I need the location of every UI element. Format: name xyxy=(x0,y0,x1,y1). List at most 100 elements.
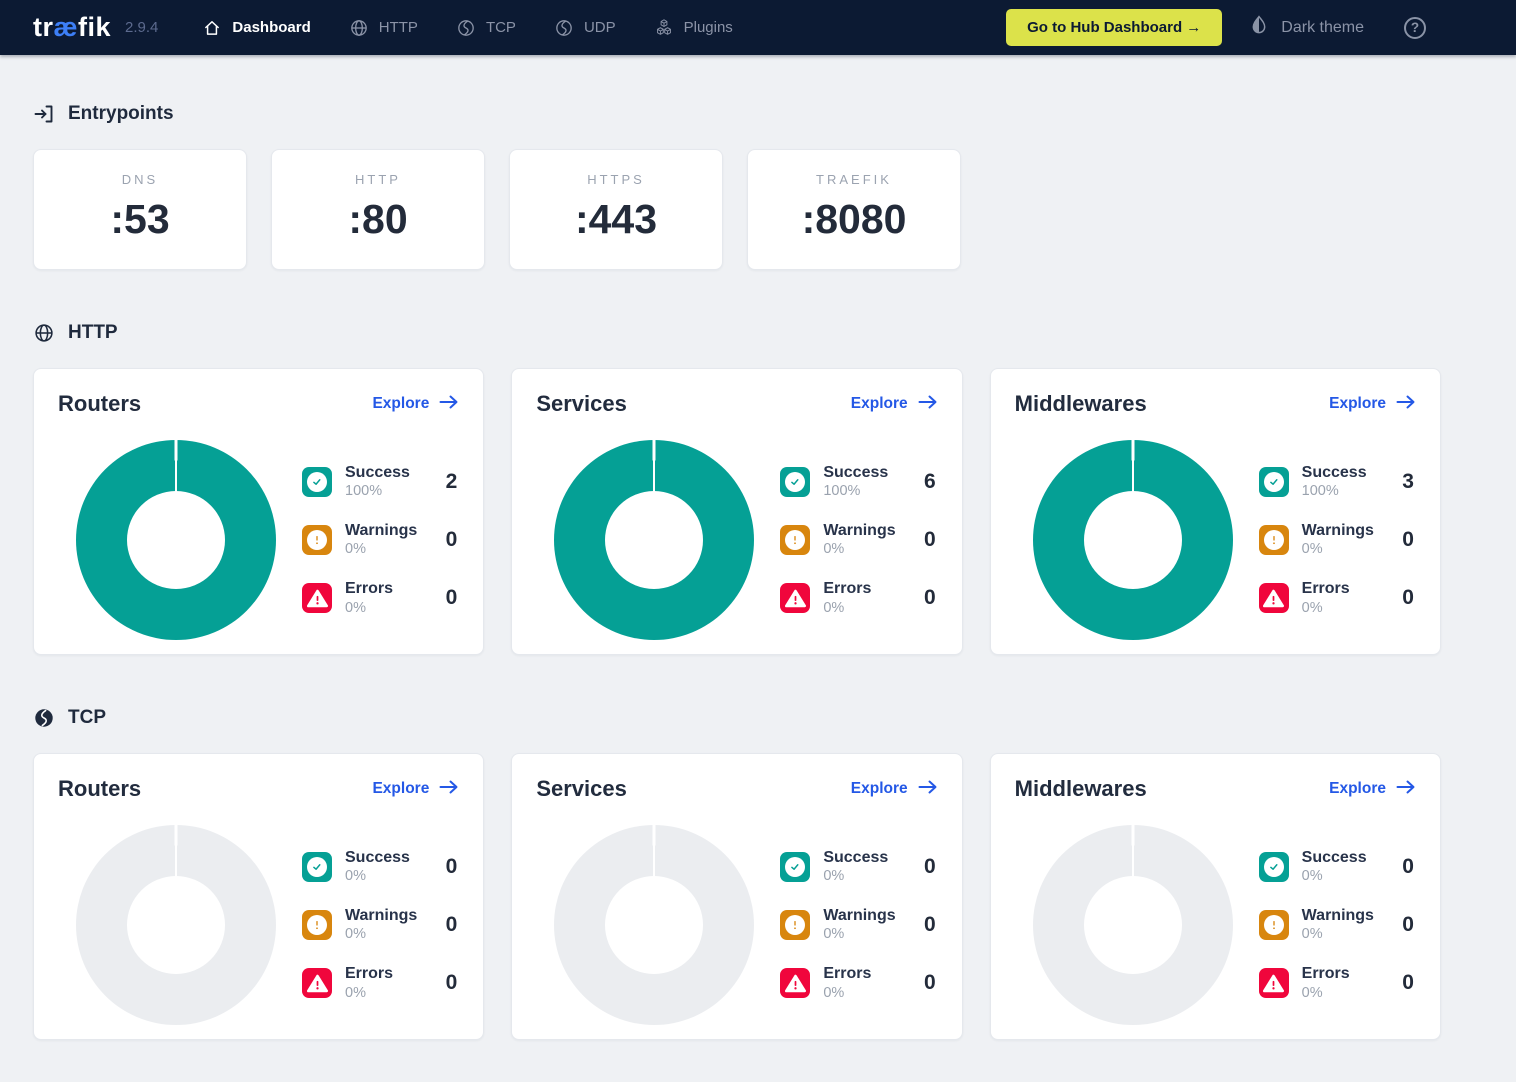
stat-percent: 0% xyxy=(345,926,366,943)
success-icon xyxy=(780,466,811,497)
stat-label: Warnings xyxy=(345,906,418,924)
card-title: Middlewares xyxy=(1014,776,1147,801)
tcp-section: TCP Routers Explore Success 0% xyxy=(33,707,1441,1040)
stat-percent: 0% xyxy=(1301,926,1323,943)
stats-list: Success 100% 2 Warnings 0% 0 Errors 0% 0 xyxy=(302,463,459,618)
explore-link[interactable]: Explore xyxy=(851,395,938,414)
stat-percent: 0% xyxy=(1301,541,1323,558)
stat-percent: 0% xyxy=(345,599,366,616)
explore-link[interactable]: Explore xyxy=(1329,780,1416,799)
donut-chart xyxy=(1032,825,1233,1025)
tcp-routers-card: Routers Explore Success 0% 0 xyxy=(33,753,485,1040)
stat-row-errors: Errors 0% 0 xyxy=(780,964,937,1002)
stat-value: 0 xyxy=(445,971,458,995)
stat-percent: 100% xyxy=(1301,483,1339,500)
http-services-card: Services Explore Success 100% 6 xyxy=(511,368,963,655)
stat-value: 0 xyxy=(923,854,936,878)
navbar-right: Go to Hub Dashboard → Dark theme ? xyxy=(1006,9,1516,46)
warning-icon xyxy=(1258,524,1289,555)
stat-row-success: Success 0% 0 xyxy=(302,848,459,886)
stat-value: 0 xyxy=(923,527,936,551)
tcp-middlewares-card: Middlewares Explore Success 0% 0 xyxy=(989,753,1441,1040)
card-title: Routers xyxy=(58,391,142,416)
entrypoint-card-https: HTTPS :443 xyxy=(509,149,723,270)
stat-label: Success xyxy=(1301,463,1367,481)
tab-http[interactable]: HTTP xyxy=(349,18,418,38)
stat-row-warnings: Warnings 0% 0 xyxy=(302,521,459,559)
stat-label: Warnings xyxy=(1301,906,1374,924)
dark-theme-toggle[interactable]: Dark theme xyxy=(1248,14,1364,41)
warning-icon xyxy=(780,909,811,940)
stat-value: 3 xyxy=(1402,469,1414,493)
entrypoint-card-traefik: TRAEFIK :8080 xyxy=(747,149,961,270)
stat-row-warnings: Warnings 0% 0 xyxy=(780,906,937,944)
arrow-right-icon xyxy=(918,395,938,414)
entrypoint-card-http: HTTP :80 xyxy=(271,149,485,270)
http-cards-row: Routers Explore Success 100% 2 xyxy=(33,368,1441,655)
stat-percent: 0% xyxy=(1301,599,1323,616)
tab-dashboard[interactable]: Dashboard xyxy=(202,18,311,38)
tcp-cards-row: Routers Explore Success 0% 0 xyxy=(33,753,1441,1040)
stat-percent: 0% xyxy=(345,868,366,885)
tcp-swirl-icon xyxy=(456,18,476,38)
entrypoints-icon xyxy=(33,103,55,125)
stat-value: 0 xyxy=(445,854,458,878)
stat-percent: 100% xyxy=(823,483,861,500)
tab-label: HTTP xyxy=(378,19,418,36)
stat-row-warnings: Warnings 0% 0 xyxy=(302,906,459,944)
warning-icon xyxy=(1258,909,1289,940)
card-title: Middlewares xyxy=(1014,391,1147,416)
stat-value: 0 xyxy=(1402,527,1414,551)
explore-label: Explore xyxy=(850,780,908,797)
globe-icon xyxy=(349,18,369,38)
globe-icon xyxy=(33,322,55,344)
tab-label: UDP xyxy=(583,19,616,36)
arrow-right-icon xyxy=(1396,780,1416,799)
stat-value: 0 xyxy=(445,912,458,936)
stat-row-warnings: Warnings 0% 0 xyxy=(780,521,937,559)
donut-chart xyxy=(76,825,276,1025)
tab-udp[interactable]: UDP xyxy=(554,18,616,38)
help-icon[interactable]: ? xyxy=(1404,16,1426,39)
stats-list: Success 100% 6 Warnings 0% 0 Errors 0% 0 xyxy=(780,463,937,618)
stat-label: Errors xyxy=(345,965,394,983)
stat-label: Errors xyxy=(1301,580,1350,598)
explore-link[interactable]: Explore xyxy=(1329,395,1416,414)
stat-percent: 100% xyxy=(345,483,383,500)
explore-link[interactable]: Explore xyxy=(372,395,459,414)
stat-row-success: Success 100% 3 xyxy=(1258,463,1416,501)
error-icon xyxy=(780,968,811,999)
warning-icon xyxy=(302,909,332,940)
entrypoint-label: HTTP xyxy=(355,172,401,187)
explore-label: Explore xyxy=(1329,395,1386,412)
error-icon xyxy=(1258,583,1289,614)
warning-icon xyxy=(780,524,811,555)
tab-tcp[interactable]: TCP xyxy=(456,18,516,38)
arrow-right-icon xyxy=(918,780,938,799)
tab-plugins[interactable]: Plugins xyxy=(654,18,733,38)
stat-label: Warnings xyxy=(345,521,418,539)
error-icon xyxy=(302,968,332,999)
warning-icon xyxy=(302,524,332,555)
tab-label: TCP xyxy=(485,19,516,36)
stat-label: Success xyxy=(1301,848,1367,866)
stat-row-warnings: Warnings 0% 0 xyxy=(1258,521,1416,559)
entrypoint-port: :8080 xyxy=(801,196,907,242)
stat-percent: 0% xyxy=(1301,984,1323,1001)
error-icon xyxy=(1258,968,1289,999)
stat-row-errors: Errors 0% 0 xyxy=(780,579,937,617)
stat-percent: 0% xyxy=(823,599,845,616)
explore-link[interactable]: Explore xyxy=(372,780,459,799)
stat-row-success: Success 100% 2 xyxy=(302,463,459,501)
traefik-logo[interactable]: træfik xyxy=(33,14,111,41)
section-title-text: TCP xyxy=(68,707,106,728)
stat-row-success: Success 100% 6 xyxy=(780,463,937,501)
udp-swirl-icon xyxy=(554,18,574,38)
hub-dashboard-button[interactable]: Go to Hub Dashboard → xyxy=(1006,9,1223,46)
entrypoint-port: :80 xyxy=(348,196,408,242)
explore-link[interactable]: Explore xyxy=(851,780,938,799)
stat-percent: 0% xyxy=(823,541,845,558)
stat-row-errors: Errors 0% 0 xyxy=(302,964,459,1002)
section-title-text: Entrypoints xyxy=(68,103,174,124)
card-title: Routers xyxy=(58,776,142,801)
